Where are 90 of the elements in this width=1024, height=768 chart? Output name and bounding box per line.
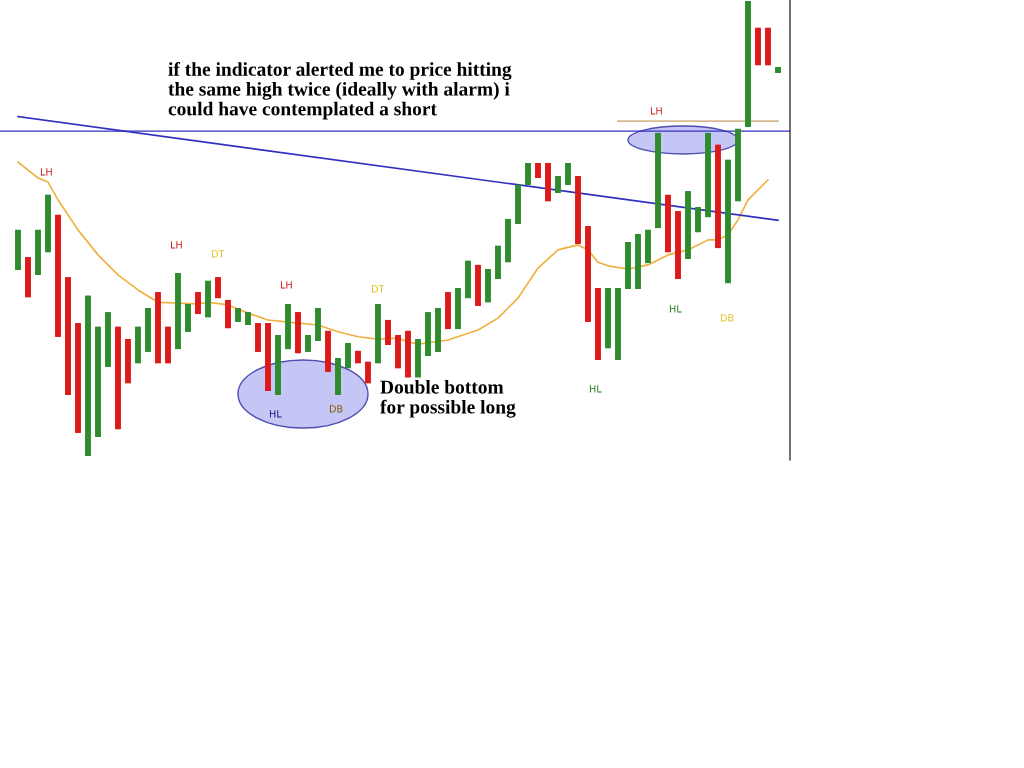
- candlestick: [415, 339, 421, 380]
- annotation: LH: [40, 168, 52, 176]
- candlestick: [365, 361, 371, 384]
- candlestick: [665, 194, 671, 253]
- candlestick: [735, 128, 741, 202]
- candlestick: [195, 292, 201, 315]
- candlestick: [275, 334, 281, 396]
- annotation: DT: [211, 250, 225, 258]
- candlestick: [255, 323, 261, 352]
- candlestick: [35, 229, 41, 275]
- candlestick: [425, 312, 431, 356]
- candlestick: [445, 292, 451, 330]
- candlestick: [125, 339, 131, 384]
- candlestick: [245, 312, 251, 325]
- candlestick: [95, 326, 101, 437]
- candlestick: [475, 264, 481, 306]
- candlestick: [115, 326, 121, 430]
- candlestick: [405, 330, 411, 380]
- candlestick: [65, 277, 71, 396]
- candlestick: [555, 176, 561, 194]
- annotation: if the indicator alerted me to price hitting the same high twice (ideally with alarm) i could have contemplated a short: [168, 62, 512, 120]
- candlestick: [615, 288, 621, 360]
- candlestick: [525, 162, 531, 185]
- candlestick: [755, 27, 761, 66]
- candlestick: [145, 308, 151, 352]
- candlestick: [305, 334, 311, 352]
- candlestick: [515, 184, 521, 224]
- candlestick: [385, 319, 391, 345]
- annotation: HL: [269, 410, 282, 418]
- annotation: DB: [329, 405, 343, 413]
- candlestick: [495, 245, 501, 279]
- annotation: LH: [170, 241, 182, 249]
- candlestick: [75, 323, 81, 433]
- candlestick: [625, 242, 631, 290]
- candlestick: [575, 176, 581, 244]
- candlestick: [695, 207, 701, 233]
- candlestick: [15, 229, 21, 270]
- candlestick: [545, 162, 551, 202]
- candlestick: [185, 304, 191, 332]
- candlestick: [395, 334, 401, 369]
- candlestick: [175, 273, 181, 350]
- candlestick: [345, 343, 351, 369]
- candlestick: [725, 159, 731, 284]
- candlestick: [45, 194, 51, 253]
- candlestick: [565, 162, 571, 185]
- candlestick: [135, 326, 141, 364]
- candlestick: [235, 308, 241, 322]
- candlestick: [605, 288, 611, 349]
- candlestick: [25, 257, 31, 298]
- candlestick: [455, 288, 461, 330]
- annotation: DT: [371, 285, 385, 293]
- annotation: LH: [650, 107, 662, 115]
- candlestick: [655, 132, 661, 229]
- candlestick: [715, 144, 721, 249]
- candlestick: [375, 304, 381, 364]
- annotation: HL: [669, 305, 682, 313]
- candlestick: [595, 288, 601, 360]
- candlestick: [105, 312, 111, 367]
- annotation: DB: [720, 314, 734, 322]
- candlestick: [165, 326, 171, 364]
- candlestick: [675, 211, 681, 279]
- candlestick: [765, 27, 771, 66]
- candlestick: [155, 292, 161, 364]
- candlestick: [465, 260, 471, 299]
- candlestick: [645, 229, 651, 264]
- candlestick: [85, 295, 91, 456]
- candlestick: [705, 132, 711, 218]
- candlestick: [225, 299, 231, 329]
- candlestick: [215, 277, 221, 299]
- candlestick: [55, 214, 61, 337]
- candlestick: [435, 308, 441, 352]
- candlestick: [335, 358, 341, 396]
- candlestick: [745, 1, 751, 128]
- candlestick: [285, 304, 291, 350]
- candlestick: [295, 312, 301, 354]
- candlestick: [265, 323, 271, 391]
- candlestick: [325, 330, 331, 372]
- candlestick: [775, 66, 781, 73]
- candlestick: [505, 218, 511, 263]
- annotation: LH: [280, 281, 292, 289]
- candlestick: [535, 162, 541, 178]
- annotation: HL: [589, 385, 602, 393]
- candlestick: [685, 191, 691, 259]
- candlestick: [485, 268, 491, 303]
- annotation: Double bottom for possible long: [380, 380, 516, 418]
- candlestick: [635, 233, 641, 290]
- candlestick: [205, 280, 211, 318]
- candlestick: [585, 226, 591, 322]
- candlestick: [315, 308, 321, 341]
- candlestick: [355, 350, 361, 364]
